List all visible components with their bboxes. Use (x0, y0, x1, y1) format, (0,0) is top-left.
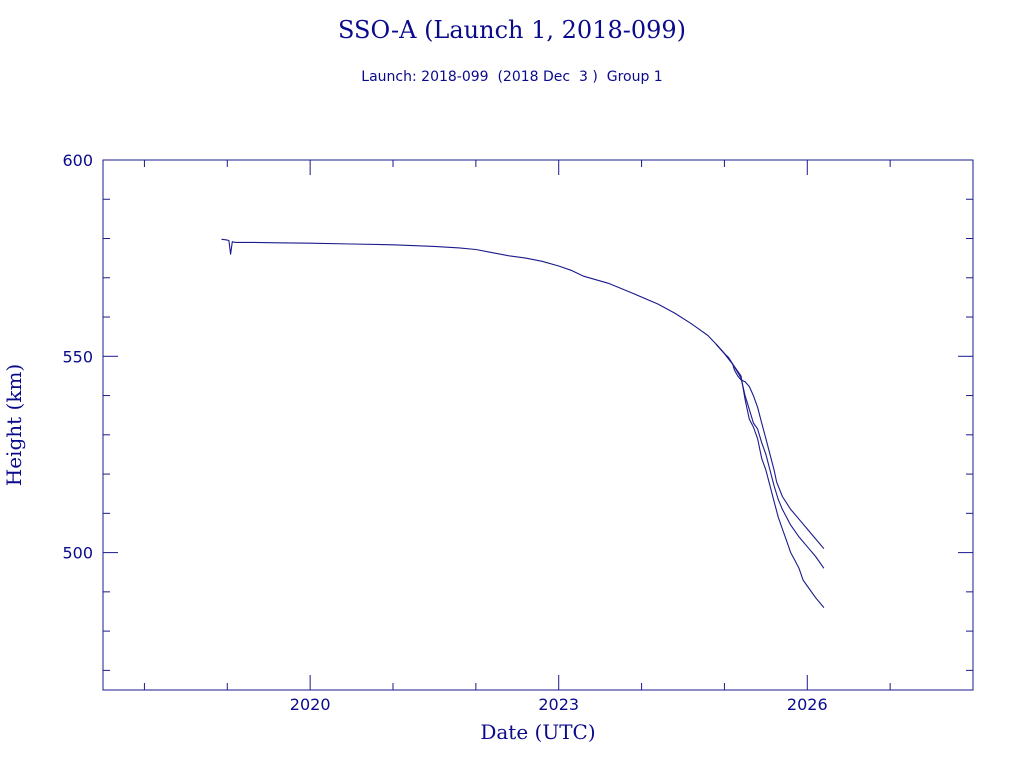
series-group (221, 238, 825, 608)
x-axis-label: Date (UTC) (480, 720, 595, 744)
y-axis-label: Height (km) (2, 364, 26, 486)
x-tick-label: 2026 (787, 695, 828, 714)
axis-tick-labels: 2020 2023 2026 500 550 600 (62, 151, 827, 714)
y-tick-label: 550 (62, 347, 93, 366)
y-tick-label: 500 (62, 544, 93, 563)
height-series-line-3 (715, 343, 825, 608)
chart-title: SSO-A (Launch 1, 2018-099) (338, 16, 686, 44)
height-series-line-1 (221, 238, 825, 550)
axis-ticks (103, 159, 973, 690)
plot-frame (102, 159, 974, 691)
x-tick-label: 2023 (538, 695, 579, 714)
y-tick-label: 600 (62, 151, 93, 170)
chart-subtitle: Launch: 2018-099 (2018 Dec 3 ) Group 1 (361, 69, 662, 85)
x-tick-label: 2020 (290, 695, 331, 714)
